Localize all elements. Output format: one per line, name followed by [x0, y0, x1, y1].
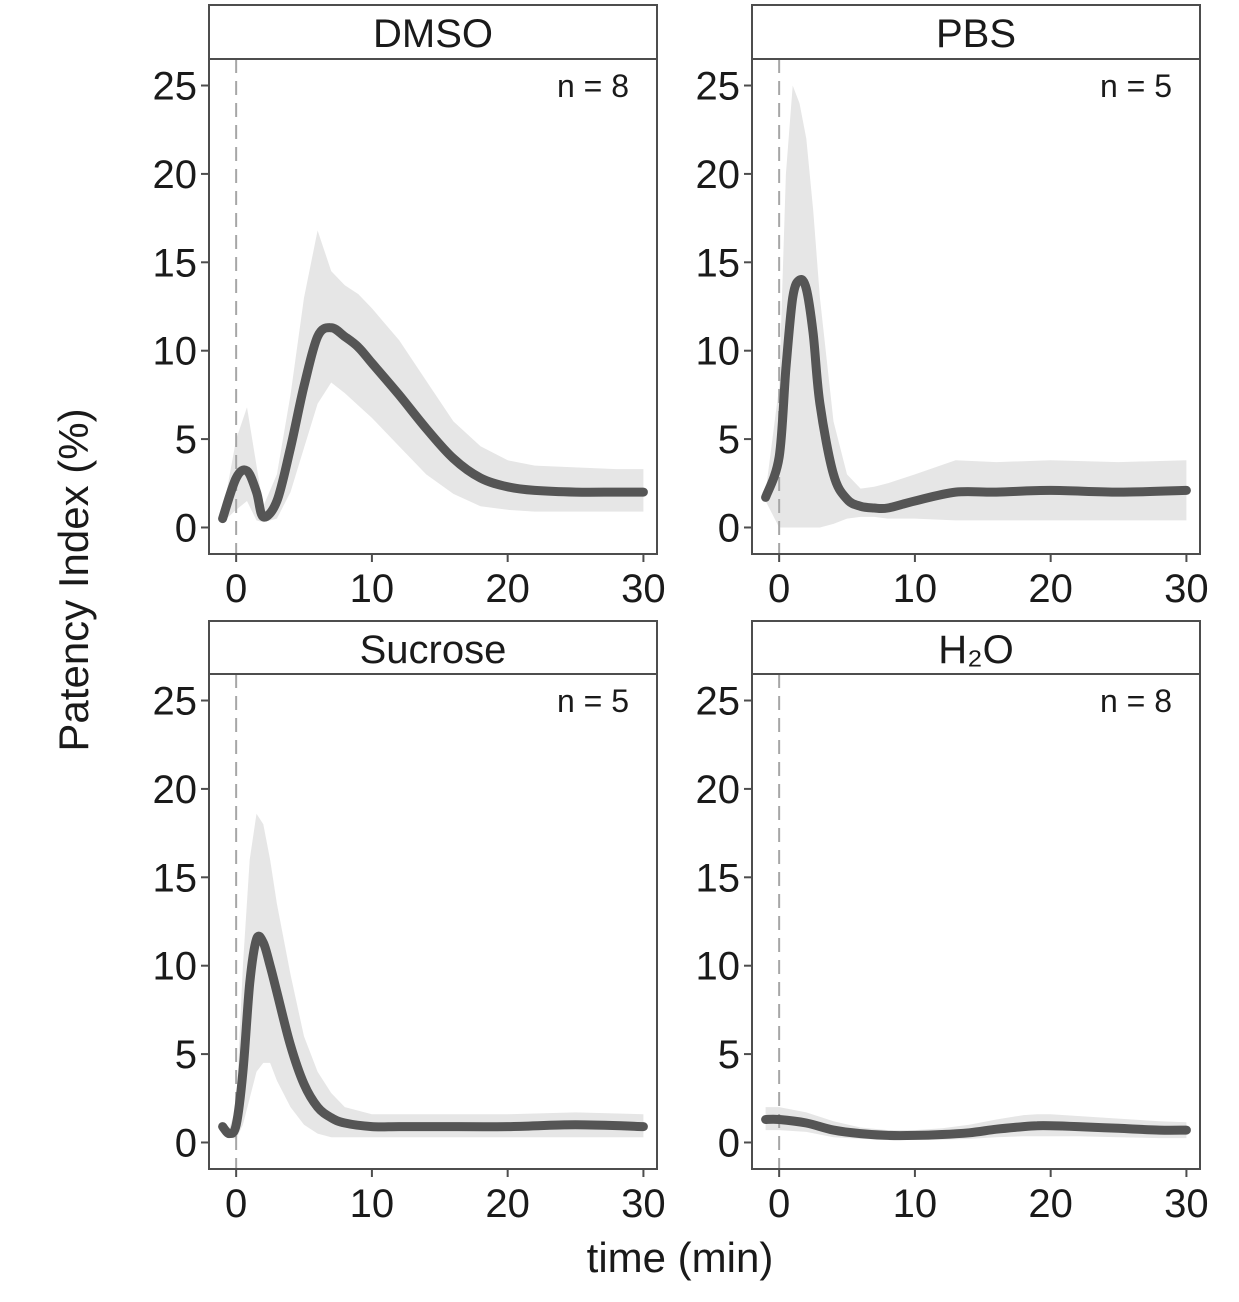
y-tick-label: 10 [696, 945, 741, 989]
y-tick-label: 10 [153, 945, 198, 989]
series-line [761, 275, 1191, 514]
facet-strip-label: DMSO [373, 12, 493, 56]
y-tick-label: 10 [153, 330, 198, 374]
sample-size-label: n = 8 [557, 68, 629, 104]
y-tick-label: 20 [153, 153, 198, 197]
x-tick-label: 0 [768, 1182, 790, 1226]
confidence-band [222, 230, 644, 523]
x-tick-label: 30 [621, 567, 666, 611]
y-tick-label: 0 [175, 506, 197, 550]
y-tick-label: 5 [718, 418, 740, 462]
panel-border [751, 673, 1201, 1170]
facet-strip [208, 620, 658, 675]
x-tick-label: 10 [893, 567, 938, 611]
y-tick-label: 15 [153, 856, 198, 900]
sample-size-label: n = 5 [1100, 68, 1172, 104]
series-line [218, 931, 648, 1139]
y-tick-label: 15 [696, 241, 741, 285]
y-tick-label: 25 [696, 680, 741, 724]
facet-strip-label: PBS [936, 12, 1016, 56]
x-tick-label: 30 [1164, 567, 1209, 611]
panel-border [751, 58, 1201, 555]
y-tick-label: 15 [696, 856, 741, 900]
panel-4: H₂O 0 5 10 15 20 25 0 10 20 30 n = 8 [696, 620, 1209, 1226]
y-tick-label: 25 [153, 680, 198, 724]
facet-strip-label: Sucrose [360, 628, 507, 672]
x-axis-title: time (min) [587, 1234, 774, 1281]
panel-3: Sucrose 0 5 10 15 20 25 0 10 20 30 n = 5 [153, 620, 666, 1226]
x-tick-label: 10 [350, 567, 395, 611]
y-tick-label: 25 [696, 65, 741, 109]
panel-2: PBS 0 5 10 15 20 25 0 10 20 30 n = 5 [696, 4, 1209, 611]
series-line [218, 323, 648, 524]
panel-border [208, 58, 658, 555]
y-tick-label: 20 [696, 768, 741, 812]
panel-border [208, 673, 658, 1170]
facet-strip-label: H₂O [938, 628, 1014, 672]
y-tick-label: 20 [153, 768, 198, 812]
y-tick-label: 0 [718, 1121, 740, 1165]
y-tick-label: 0 [718, 506, 740, 550]
sample-size-label: n = 8 [1100, 683, 1172, 719]
x-tick-label: 20 [1028, 567, 1073, 611]
x-tick-label: 30 [1164, 1182, 1209, 1226]
y-axis-title: Patency Index (%) [50, 408, 97, 751]
y-tick-label: 5 [175, 418, 197, 462]
sample-size-label: n = 5 [557, 683, 629, 719]
confidence-band [222, 813, 644, 1139]
panel-1: DMSO 0 5 10 15 20 25 0 10 20 30 n = 8 [153, 4, 666, 611]
x-tick-label: 10 [893, 1182, 938, 1226]
y-tick-label: 0 [175, 1121, 197, 1165]
x-tick-label: 0 [225, 1182, 247, 1226]
x-tick-label: 20 [485, 567, 530, 611]
y-tick-label: 10 [696, 330, 741, 374]
x-tick-label: 10 [350, 1182, 395, 1226]
x-tick-label: 30 [621, 1182, 666, 1226]
confidence-band [765, 85, 1187, 528]
facet-strip [208, 4, 658, 60]
x-tick-label: 20 [1028, 1182, 1073, 1226]
x-tick-label: 0 [768, 567, 790, 611]
y-tick-label: 5 [718, 1033, 740, 1077]
y-tick-label: 20 [696, 153, 741, 197]
y-tick-label: 15 [153, 241, 198, 285]
y-tick-label: 5 [175, 1033, 197, 1077]
y-tick-label: 25 [153, 65, 198, 109]
x-tick-label: 0 [225, 567, 247, 611]
series-line [761, 1114, 1191, 1141]
x-tick-label: 20 [485, 1182, 530, 1226]
